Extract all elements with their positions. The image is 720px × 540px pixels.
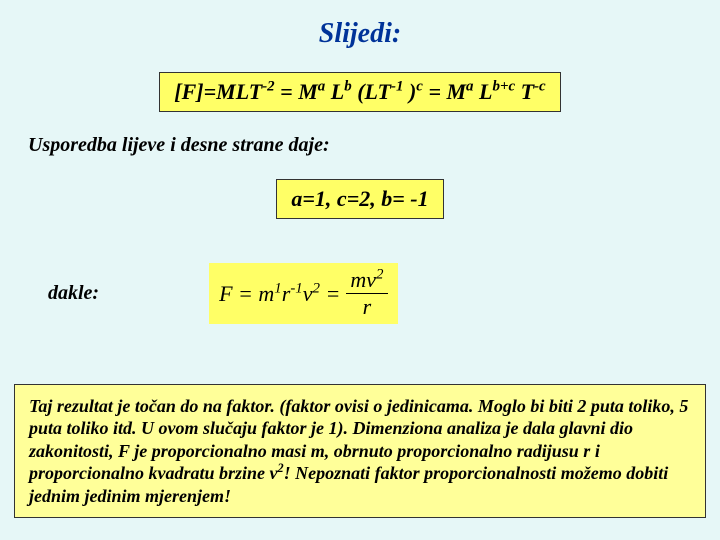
equation-1-box: [F]=MLT-2 = Ma Lb (LT-1 )c = Ma Lb+c T-c [159, 72, 560, 112]
eq1-exp: -2 [262, 79, 274, 95]
fraction: mv2 r [346, 267, 387, 320]
eq1-part: (LT [357, 79, 391, 104]
slide-title: Slijedi: [0, 0, 720, 50]
formula-exp: 2 [313, 280, 320, 296]
equation-2-container: a=1, c=2, b= -1 [0, 179, 720, 219]
eq1-exp: -1 [391, 79, 403, 95]
fraction-denominator: r [359, 294, 376, 320]
formula-v: v [303, 281, 313, 306]
eq1-part: = M [280, 79, 318, 104]
eq1-part: L [479, 79, 492, 104]
formula-box: F = m1r-1v2 = mv2 r [209, 263, 397, 324]
fraction-numerator: mv2 [346, 267, 387, 294]
comparison-text: Usporedba lijeve i desne strane daje: [0, 112, 720, 157]
eq1-part: [F]=MLT [174, 79, 262, 104]
explanation-paragraph: Taj rezultat je točan do na faktor. (fak… [14, 384, 706, 519]
num-m: mv [350, 267, 376, 292]
eq1-exp: a [318, 79, 325, 95]
formula-exp: 1 [274, 280, 281, 296]
dakle-label: dakle: [48, 282, 99, 305]
eq1-exp: b+c [492, 79, 515, 95]
formula-lhs: F = m [219, 281, 274, 306]
equation-2-box: a=1, c=2, b= -1 [276, 179, 443, 219]
result-row: dakle: F = m1r-1v2 = mv2 r [0, 263, 720, 324]
eq1-exp: c [416, 79, 423, 95]
eq1-exp: b [344, 79, 351, 95]
eq1-part: L [331, 79, 344, 104]
eq1-exp: -c [534, 79, 546, 95]
eq1-exp: a [466, 79, 473, 95]
num-exp: 2 [376, 267, 383, 283]
equation-1-container: [F]=MLT-2 = Ma Lb (LT-1 )c = Ma Lb+c T-c [0, 72, 720, 112]
formula-eq: = [320, 281, 340, 306]
eq1-part: T [521, 79, 534, 104]
eq1-part: = M [428, 79, 466, 104]
formula-exp: -1 [290, 280, 302, 296]
